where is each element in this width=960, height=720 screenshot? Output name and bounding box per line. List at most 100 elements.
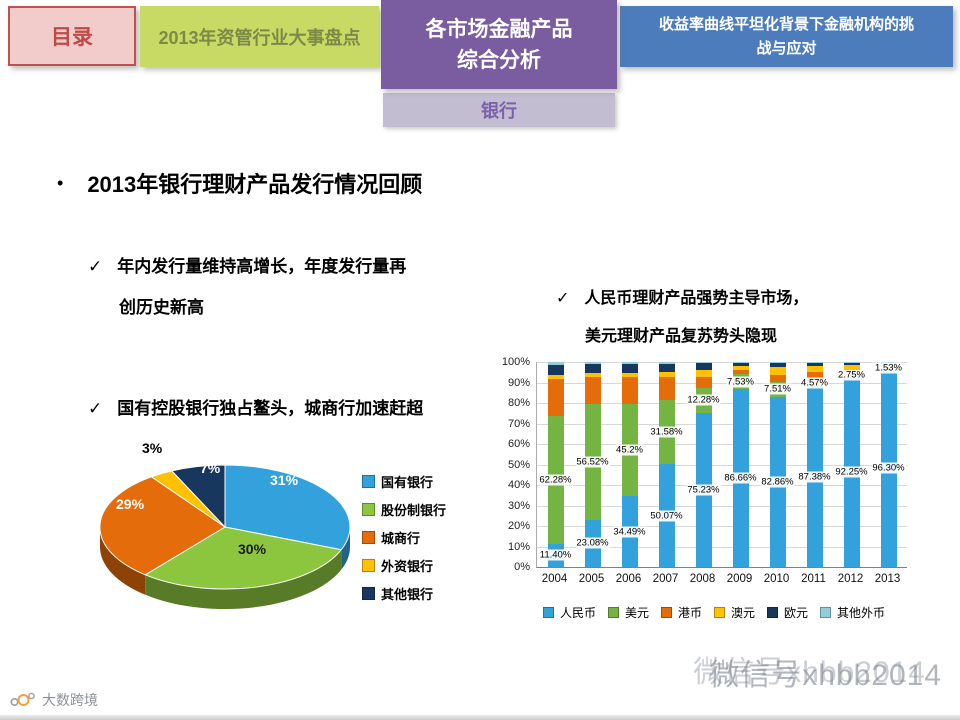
x-tick-label: 2004	[541, 573, 568, 585]
pie-data-label: 7%	[200, 460, 221, 476]
legend-swatch	[362, 503, 375, 516]
tab-yield-curve-challenge[interactable]: 收益率曲线平坦化背景下金融机构的挑 战与应对	[620, 6, 953, 67]
legend-item: 人民币	[542, 604, 596, 621]
bar-xaxis: 2004 2005 2006 2007 2008 2009 2010 2011 2012 2013	[536, 571, 906, 587]
bar-segment-series5	[843, 362, 860, 363]
tab-products-analysis[interactable]: 各市场金融产品 综合分析	[381, 0, 617, 89]
gridline	[537, 403, 907, 404]
bar-segment-series5	[658, 362, 675, 364]
bar-segment-series4	[695, 363, 712, 371]
legend-label: 澳元	[731, 606, 756, 620]
bar-segment-series5	[584, 362, 601, 365]
point-banks-text: 国有控股银行独占鳌头，城商行加速赶超	[117, 399, 424, 418]
x-tick-label: 2007	[652, 573, 679, 585]
bar-data-label: 4.57%	[800, 377, 829, 389]
bar-data-label: 75.23%	[686, 484, 721, 496]
gridline	[537, 526, 907, 527]
bar-chart: 0% 10% 20% 30% 40% 50% 60% 70% 80% 90% 100% 11.40%…	[498, 352, 930, 644]
bar-data-label: 96.30%	[871, 462, 906, 474]
check-icon: ✓	[88, 399, 103, 418]
point-currency-text-line1: 人民币理财产品强势主导市场，	[584, 290, 809, 307]
tab-toc[interactable]: 目录	[8, 6, 136, 66]
bar-segment-series3	[658, 371, 675, 378]
section-title-row: • 2013年银行理财产品发行情况回顾	[57, 167, 422, 199]
bar-segment-series2	[621, 377, 638, 404]
legend-swatch	[820, 607, 832, 618]
bar-segment-series4	[584, 364, 601, 374]
bar-segment-series5	[621, 362, 638, 365]
legend-item: 澳元	[714, 604, 755, 621]
bar-data-label: 23.08%	[575, 537, 610, 549]
legend-item: 城商行	[362, 528, 446, 547]
bar-segment-series4	[732, 362, 749, 366]
legend-swatch	[542, 607, 554, 618]
pie-chart: 31% 30% 29% 3% 7% 国有银行 股份制银行 城商行 外资银行 其他银行	[70, 430, 480, 630]
y-tick-label: 80%	[507, 397, 530, 409]
y-tick-label: 0%	[514, 561, 530, 573]
bullet-marker: •	[57, 172, 64, 193]
legend-item: 国有银行	[362, 472, 446, 491]
watermark: 微信号xhbb2014 微信号xhbb2014	[582, 646, 942, 694]
gridline	[537, 362, 907, 363]
bar-plot: 11.40% 23.08% 34.49% 50.07% 75.23% 86.66% 82.8…	[536, 362, 907, 568]
check-icon: ✓	[88, 257, 103, 276]
bar-segment-series2	[769, 374, 786, 382]
legend-swatch	[767, 607, 779, 618]
legend-swatch	[362, 475, 375, 488]
y-tick-label: 10%	[507, 540, 530, 553]
bar-data-label: 82.86%	[760, 476, 795, 488]
tab-challenge-label-line2: 战与应对	[756, 39, 817, 57]
x-tick-label: 2009	[726, 573, 753, 585]
legend-item: 美元	[607, 604, 649, 621]
legend-label: 国有银行	[381, 475, 434, 490]
subtab-bank[interactable]: 银行	[383, 93, 615, 127]
bar-segment-series2	[658, 377, 675, 400]
gridline	[537, 444, 907, 445]
bar-segment-series3	[547, 374, 564, 380]
x-tick-label: 2005	[578, 573, 605, 585]
tab-review-label: 2013年资管行业大事盘点	[158, 27, 361, 48]
bar-segment-series4	[621, 364, 638, 373]
bar-segment-series4	[547, 364, 564, 375]
x-tick-label: 2010	[763, 573, 790, 585]
bar-segment-series4	[769, 363, 786, 368]
bar-data-label: 50.07%	[649, 510, 684, 522]
bar-data-label: 56.52%	[575, 456, 610, 468]
legend-item: 港币	[660, 604, 702, 621]
bar-segment-series4	[658, 363, 675, 372]
legend-label: 外资银行	[381, 559, 434, 574]
bar-segment-series5	[732, 362, 749, 363]
x-tick-label: 2011	[801, 573, 826, 585]
y-tick-label: 30%	[507, 499, 530, 512]
bar-segment-series2	[732, 369, 749, 374]
tab-toc-label: 目录	[51, 26, 93, 49]
x-tick-label: 2006	[615, 573, 642, 585]
legend-label: 城商行	[381, 531, 421, 546]
legend-swatch	[660, 607, 672, 618]
check-icon: ✓	[556, 290, 570, 307]
y-tick-label: 70%	[507, 417, 530, 430]
legend-item: 外资银行	[362, 556, 446, 575]
bar-yaxis: 0% 10% 20% 30% 40% 50% 60% 70% 80% 90% 100%	[498, 356, 532, 573]
x-tick-label: 2012	[837, 573, 864, 585]
bar-data-label: 31.58%	[649, 426, 684, 438]
bar-data-label: 12.28%	[686, 394, 721, 406]
y-tick-label: 90%	[507, 376, 530, 389]
gridline	[537, 464, 907, 466]
legend-label: 欧元	[784, 606, 809, 620]
y-tick-label: 50%	[507, 458, 530, 471]
legend-swatch	[607, 607, 619, 618]
y-tick-label: 40%	[507, 479, 530, 491]
bullet-point-banks: ✓ 国有控股银行独占鳌头，城商行加速赶超	[88, 394, 423, 419]
bar-segment-series3	[732, 365, 749, 370]
bar-data-label: 92.25%	[834, 466, 869, 478]
tab-challenge-label-line1: 收益率曲线平坦化背景下金融机构的挑	[658, 15, 914, 33]
bar-legend: 人民币 美元 港币 澳元 欧元 其他外币	[498, 604, 930, 621]
bar-data-label: 11.40%	[538, 549, 573, 561]
bar-data-label: 2.75%	[837, 369, 866, 381]
tab-review-2013[interactable]: 2013年资管行业大事盘点	[140, 6, 379, 67]
bar-segment-series3	[843, 365, 860, 370]
bar-data-label: 62.28%	[538, 474, 573, 486]
legend-swatch	[362, 531, 375, 544]
